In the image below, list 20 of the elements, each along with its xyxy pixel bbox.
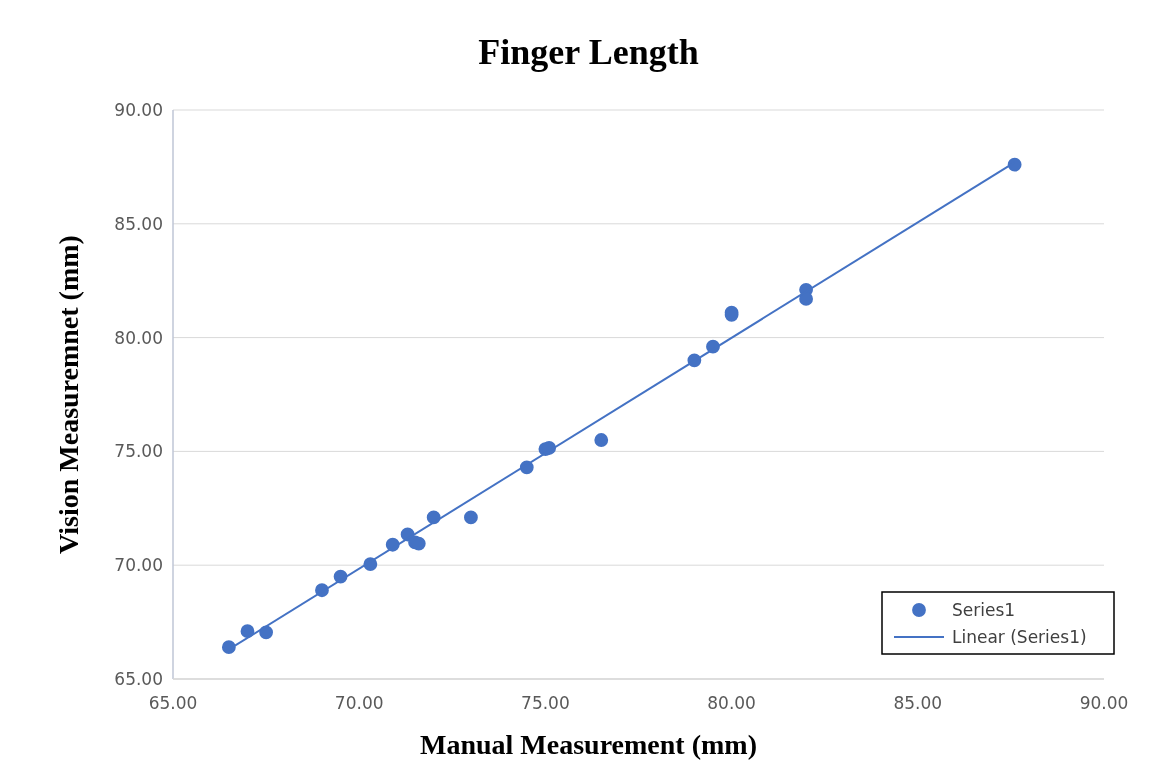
y-tick-label: 85.00 — [114, 213, 163, 234]
x-tick-label: 90.00 — [1079, 693, 1129, 713]
x-tick-label: 85.00 — [893, 693, 943, 713]
point — [594, 433, 609, 447]
legend-label: Linear (Series1) — [952, 626, 1087, 647]
y-tick-label: 75.00 — [114, 441, 163, 462]
x-tick-label: 65.00 — [148, 693, 198, 713]
chart-title: Finger Length — [478, 32, 699, 72]
x-tick-label: 75.00 — [521, 693, 570, 713]
y-tick-label: 70.00 — [114, 555, 163, 576]
point — [464, 510, 478, 525]
x-tick-label: 80.00 — [707, 693, 756, 713]
point — [799, 292, 813, 306]
y-tick-label: 65.00 — [114, 668, 163, 689]
x-tick-label: 70.00 — [334, 693, 384, 713]
y-tick-label: 80.00 — [114, 327, 163, 348]
y-tick-label: 90.00 — [114, 99, 163, 120]
legend-label: Series1 — [952, 599, 1016, 620]
y-axis-title: Vision Measuremnet (mm) — [53, 235, 84, 554]
x-axis-title: Manual Measurement (mm) — [420, 729, 757, 760]
